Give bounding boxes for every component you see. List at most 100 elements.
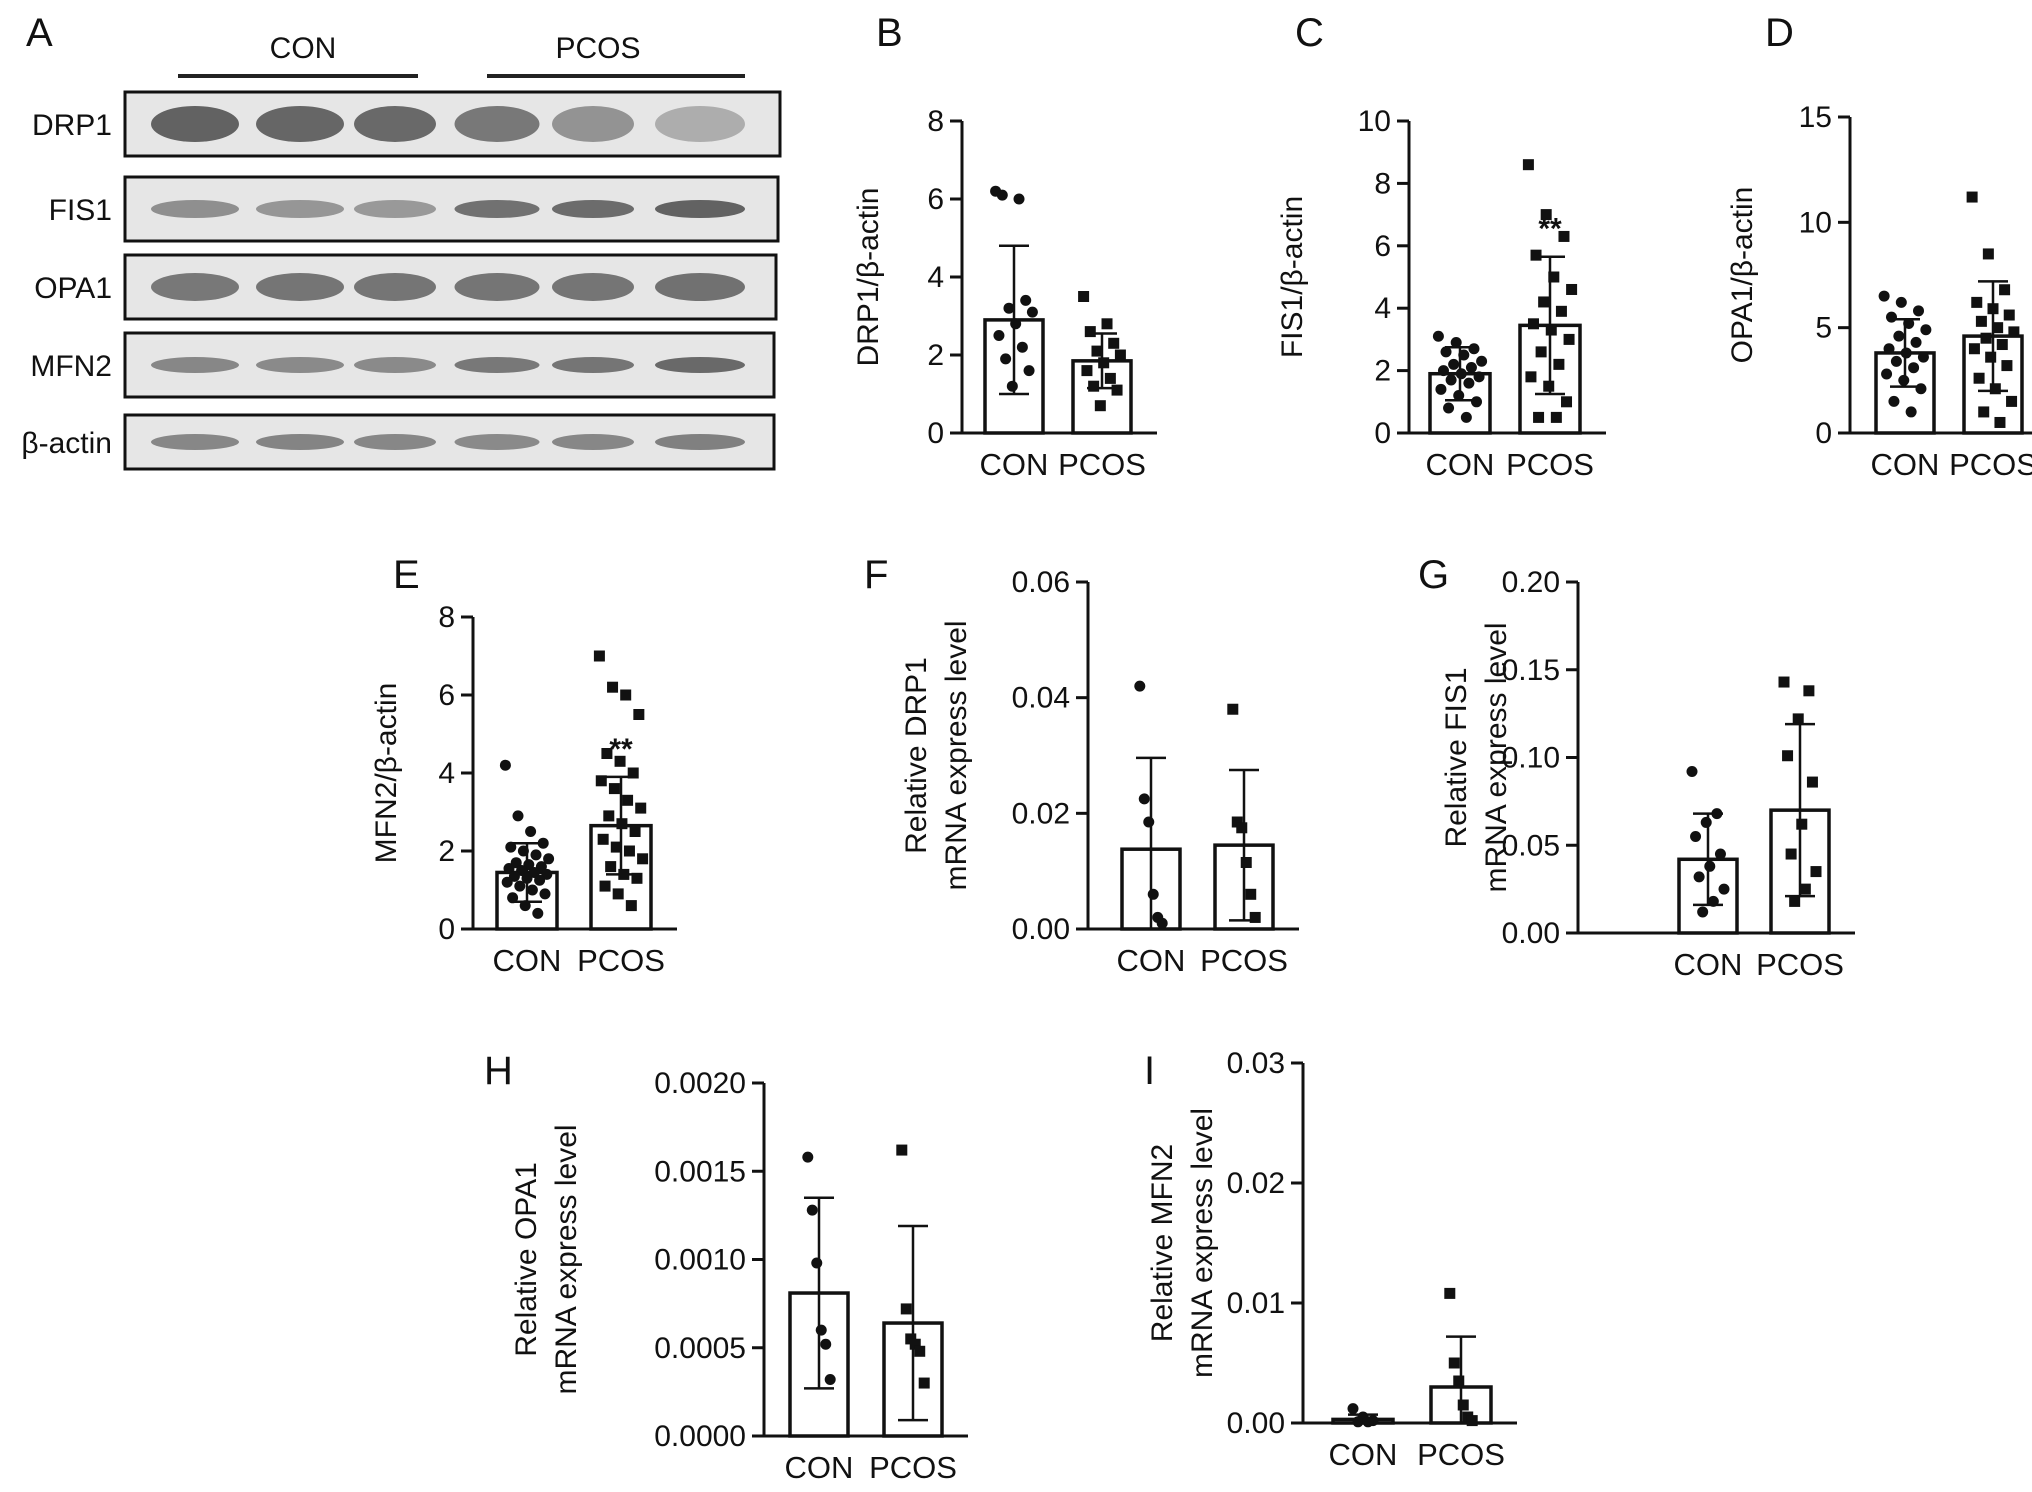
data-point	[597, 833, 609, 845]
data-point	[1785, 848, 1797, 860]
blot-band	[151, 106, 239, 142]
blot-row-label: DRP1	[32, 109, 112, 142]
data-point	[811, 1257, 823, 1269]
data-point	[1881, 368, 1893, 380]
data-point	[1111, 384, 1123, 396]
data-point	[1535, 346, 1547, 358]
data-point	[514, 880, 526, 892]
data-point	[521, 872, 533, 884]
data-point	[802, 1151, 814, 1163]
data-point	[1888, 395, 1900, 407]
blot-band	[454, 273, 540, 301]
data-point	[1227, 703, 1239, 715]
y-tick-label: 0.02	[1227, 1167, 1285, 1200]
y-tick-label: 0	[927, 417, 944, 450]
data-point	[1522, 159, 1534, 171]
data-point	[1999, 284, 2011, 296]
data-point	[610, 841, 622, 853]
data-point	[1026, 306, 1038, 318]
panel-letter: E	[393, 553, 420, 597]
data-point	[1023, 365, 1035, 377]
blot-band	[655, 273, 745, 301]
data-point	[1108, 337, 1120, 349]
y-axis-title: mRNA express level	[1186, 1108, 1219, 1378]
data-point	[599, 880, 611, 892]
data-point	[1445, 374, 1457, 386]
y-tick-label: 4	[1374, 292, 1391, 325]
data-point	[1553, 358, 1565, 370]
y-tick-label: 2	[927, 339, 944, 372]
data-point	[1530, 249, 1542, 261]
y-axis-title: mRNA express level	[550, 1124, 583, 1394]
data-point	[1540, 209, 1552, 221]
data-point	[1533, 411, 1545, 423]
data-point	[1460, 411, 1472, 423]
chart-panel-c: C 0 2 4 6 8 10 FIS1/β-actin CON ** PCOS	[1276, 11, 1606, 482]
data-point	[1084, 326, 1096, 338]
data-point	[2008, 326, 2020, 338]
data-point	[1455, 368, 1467, 380]
data-point	[1900, 347, 1912, 359]
y-tick-label: 0.0000	[654, 1420, 746, 1453]
blot-group-label: CON	[270, 32, 337, 65]
chart-panel-h: H 0.0000 0.0005 0.0010 0.0015 0.0020 Relative …	[484, 1049, 968, 1485]
panel-letter: A	[26, 11, 53, 55]
data-point	[608, 783, 620, 795]
data-point	[1465, 361, 1477, 373]
data-point	[525, 826, 537, 837]
y-tick-label: 0.00	[1012, 913, 1070, 946]
y-tick-label: 8	[438, 601, 455, 634]
x-category-label: PCOS	[1058, 447, 1146, 482]
blot-band	[354, 200, 436, 218]
data-point	[605, 861, 617, 873]
y-tick-label: 10	[1358, 105, 1391, 138]
chart-panel-g: G 0.00 0.05 0.10 0.15 0.20 Relative FIS1 mRNA e…	[1418, 553, 1855, 982]
blot-band	[151, 357, 239, 373]
y-axis-title: Relative MFN2	[1146, 1144, 1179, 1342]
blot-row: DRP1	[32, 90, 782, 158]
blot-row-label: MFN2	[30, 350, 112, 383]
data-point	[2003, 309, 2015, 321]
blot-band	[354, 106, 436, 142]
data-point	[918, 1377, 930, 1389]
y-axis-title: FIS1/β-actin	[1276, 196, 1309, 358]
data-point	[534, 874, 546, 886]
data-point	[595, 775, 607, 787]
panel-letter: I	[1144, 1049, 1155, 1093]
y-tick-label: 15	[1799, 101, 1832, 134]
significance-label: **	[609, 733, 633, 766]
panel-letter: F	[864, 553, 888, 597]
data-point	[900, 1303, 912, 1315]
y-tick-label: 8	[1374, 167, 1391, 200]
panel-letter: C	[1295, 11, 1324, 55]
data-point	[1347, 1403, 1359, 1415]
y-tick-label: 6	[438, 679, 455, 712]
data-point	[1905, 406, 1917, 418]
data-point	[526, 884, 538, 896]
data-point	[1903, 317, 1915, 329]
y-tick-label: 10	[1799, 206, 1832, 239]
data-point	[1697, 906, 1709, 918]
blot-band	[256, 200, 344, 218]
y-tick-label: 6	[1374, 230, 1391, 263]
data-point	[1792, 713, 1804, 725]
data-point	[1463, 377, 1475, 389]
data-point	[616, 818, 628, 830]
blot-band	[354, 273, 436, 301]
data-point	[1782, 750, 1794, 762]
y-tick-label: 0.06	[1012, 566, 1070, 599]
data-point	[1527, 318, 1539, 330]
data-point	[1476, 355, 1488, 367]
blot-band	[552, 434, 634, 450]
data-point	[1558, 230, 1570, 242]
data-point	[1231, 816, 1243, 828]
data-point	[1778, 676, 1790, 688]
data-point	[1094, 400, 1106, 412]
data-point	[1468, 343, 1480, 355]
data-point	[993, 330, 1005, 341]
y-axis-title: Relative DRP1	[900, 657, 933, 854]
data-point	[620, 689, 632, 701]
data-point	[1444, 1287, 1456, 1299]
data-point	[1453, 1375, 1465, 1387]
data-point	[1985, 351, 1997, 363]
